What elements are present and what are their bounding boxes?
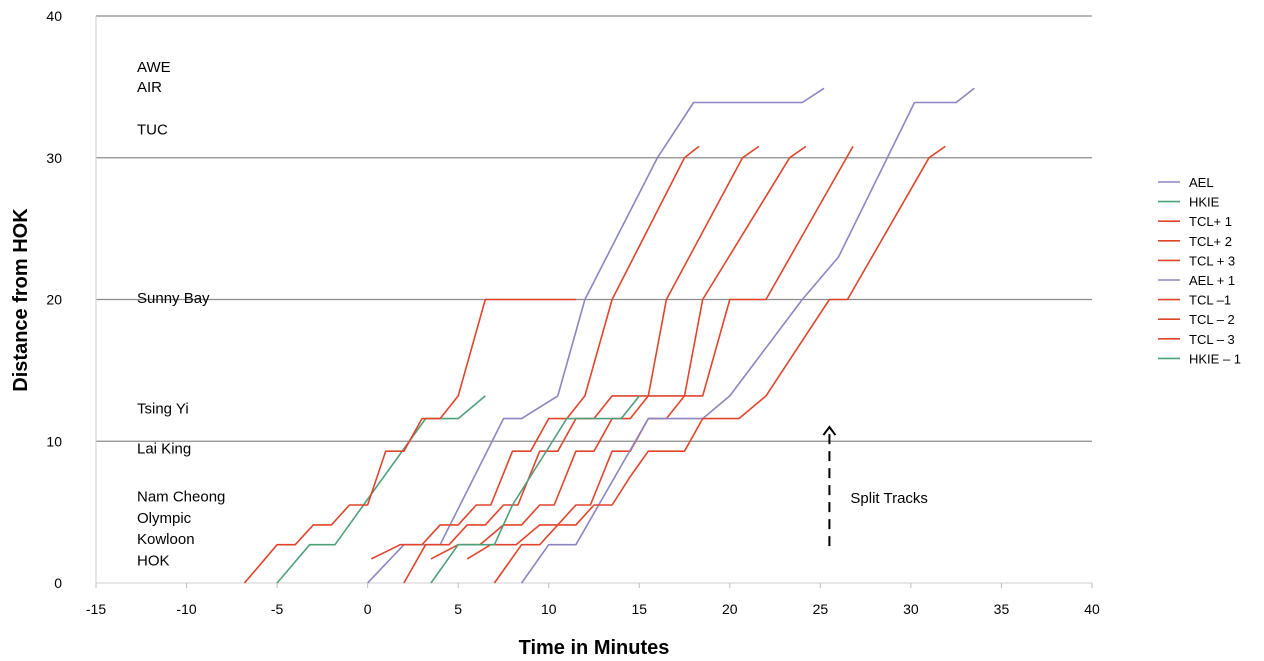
gridlines: [95, 15, 1092, 584]
legend-label: HKIE: [1189, 195, 1220, 210]
x-tick-label: 0: [364, 601, 372, 617]
x-axis-title: Time in Minutes: [519, 637, 670, 659]
legend-label: TCL – 2: [1189, 312, 1235, 327]
y-axis-title: Distance from HOK: [10, 208, 32, 392]
station-label: Olympic: [137, 510, 192, 527]
series-line: [466, 145, 807, 560]
station-label: Kowloon: [137, 531, 195, 548]
legend-label: TCL – 3: [1189, 332, 1235, 347]
station-label: AIR: [137, 79, 162, 96]
x-tick-label: 10: [541, 601, 557, 617]
legend-label: AEL: [1189, 175, 1214, 190]
x-tick-label: 30: [903, 601, 919, 617]
y-tick-label: 30: [46, 150, 62, 166]
series-line: [520, 87, 975, 584]
x-axis-ticks: -15 -10 -5 0 5 10 15 20 25 30 35 40: [86, 583, 1100, 617]
x-tick-label: -5: [271, 601, 284, 617]
y-tick-label: 20: [46, 292, 62, 308]
station-label: TUC: [137, 121, 168, 138]
x-tick-label: 40: [1084, 601, 1100, 617]
legend: AEL HKIE TCL+ 1 TCL+ 2 TCL + 3 AEL + 1 TCL –1 T…: [1158, 175, 1241, 366]
legend-label: TCL+ 2: [1189, 234, 1232, 249]
y-tick-label: 40: [46, 8, 62, 24]
x-tick-label: 25: [813, 601, 829, 617]
series-line: [430, 395, 640, 584]
legend-label: TCL + 3: [1189, 253, 1235, 268]
legend-label: TCL+ 1: [1189, 214, 1232, 229]
series-group: [243, 87, 975, 584]
y-axis-ticks: 0 10 20 30 40: [46, 8, 62, 591]
series-line: [276, 395, 486, 584]
station-label: HOK: [137, 552, 170, 569]
y-tick-label: 0: [54, 575, 62, 591]
station-label: Nam Cheong: [137, 489, 225, 506]
series-line: [243, 298, 576, 584]
station-label: Tsing Yi: [137, 401, 189, 418]
legend-label: HKIE – 1: [1189, 351, 1241, 366]
x-tick-label: 5: [454, 601, 462, 617]
series-line: [493, 145, 946, 584]
series-line: [430, 145, 760, 560]
split-tracks-arrow-head: [822, 425, 837, 436]
series-line: [370, 145, 700, 560]
station-labels: AWE AIR TUC Sunny Bay Tsing Yi Lai King Nam Ch…: [137, 59, 225, 569]
x-tick-label: -10: [176, 601, 196, 617]
split-tracks-annotation: Split Tracks: [822, 425, 928, 547]
x-tick-label: -15: [86, 601, 106, 617]
station-label: AWE: [137, 59, 171, 76]
legend-label: TCL –1: [1189, 293, 1231, 308]
y-tick-label: 10: [46, 433, 62, 449]
split-tracks-label: Split Tracks: [850, 490, 928, 507]
x-tick-label: 35: [994, 601, 1010, 617]
station-label: Sunny Bay: [137, 290, 210, 307]
station-label: Lai King: [137, 440, 191, 457]
legend-label: AEL + 1: [1189, 273, 1235, 288]
x-tick-label: 20: [722, 601, 738, 617]
x-tick-label: 15: [631, 601, 647, 617]
